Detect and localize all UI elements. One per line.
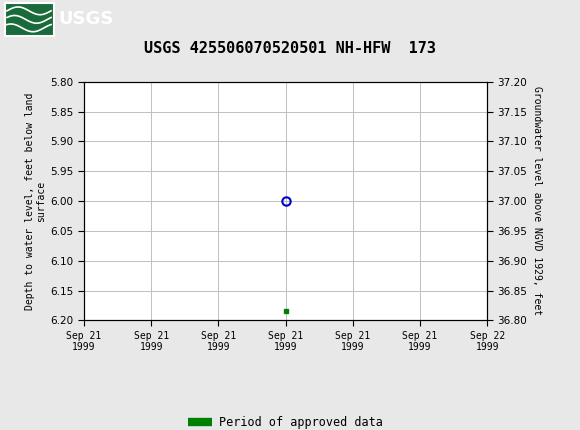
Text: USGS 425506070520501 NH-HFW  173: USGS 425506070520501 NH-HFW 173 [144,41,436,56]
FancyBboxPatch shape [5,3,54,36]
Legend: Period of approved data: Period of approved data [184,412,387,430]
Y-axis label: Depth to water level, feet below land
surface: Depth to water level, feet below land su… [25,92,46,310]
Text: USGS: USGS [58,10,113,28]
Y-axis label: Groundwater level above NGVD 1929, feet: Groundwater level above NGVD 1929, feet [532,86,542,316]
